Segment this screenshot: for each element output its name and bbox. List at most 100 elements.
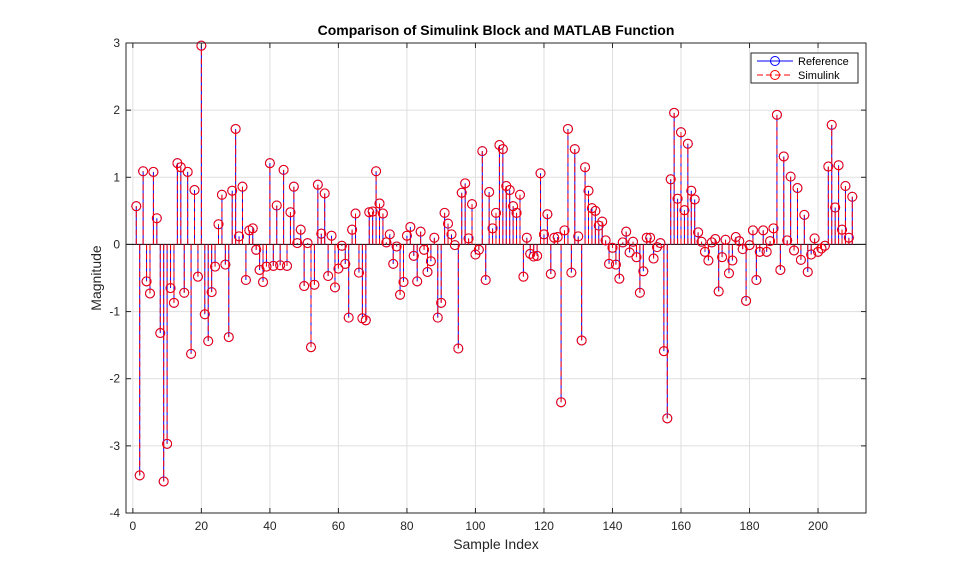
simulink-marker [336, 240, 347, 251]
simulink-marker [251, 244, 262, 255]
simulink-marker [658, 346, 669, 357]
simulink-marker [395, 289, 406, 300]
simulink-marker [131, 201, 142, 212]
simulink-marker [813, 246, 824, 257]
simulink-marker [549, 232, 560, 243]
simulink-marker [538, 229, 549, 240]
simulink-marker [203, 336, 214, 347]
axis-ticks: 0 20 40 60 80 100 120 140 160 180 200 -4 -3 -2 -1 0 1 2 3 [109, 36, 866, 533]
simulink-marker [511, 207, 522, 218]
simulink-marker [192, 271, 203, 282]
simulink-marker [771, 109, 782, 120]
simulink-marker [713, 286, 724, 297]
simulink-marker [693, 227, 704, 238]
simulink-marker [843, 232, 854, 243]
simulink-marker [573, 231, 584, 242]
simulink-marker [463, 233, 474, 244]
y-tick-label: -1 [109, 305, 120, 319]
simulink-marker [590, 205, 601, 216]
simulink-marker [446, 229, 457, 240]
simulink-marker [158, 476, 169, 487]
simulink-marker [316, 228, 327, 239]
simulink-marker [552, 232, 563, 243]
simulink-marker [491, 207, 501, 218]
legend-box [750, 52, 859, 84]
simulink-marker [823, 161, 834, 172]
simulink-marker [275, 260, 286, 271]
simulink-marker [583, 185, 594, 196]
simulink-marker [271, 200, 282, 211]
simulink-marker [789, 245, 800, 256]
simulink-marker [662, 413, 673, 424]
simulink-marker [419, 244, 430, 255]
simulink-marker [826, 119, 837, 130]
simulink-marker [432, 312, 443, 323]
simulink-marker [682, 138, 693, 149]
simulink-marker [604, 258, 615, 269]
x-tick-label: 0 [130, 519, 137, 533]
simulink-marker [388, 258, 399, 269]
simulink-marker [144, 288, 155, 299]
simulink-marker [350, 208, 361, 219]
simulink-marker [326, 230, 337, 241]
simulink-marker [809, 233, 820, 244]
simulink-marker [199, 309, 210, 320]
simulink-marker [648, 253, 659, 264]
simulink-marker [312, 179, 323, 190]
simulink-marker [282, 260, 293, 271]
simulink-marker [559, 225, 570, 236]
simulink-marker [556, 397, 567, 408]
simulink-marker [412, 276, 423, 287]
simulink-marker [617, 237, 628, 248]
simulink-marker [624, 247, 635, 258]
simulink-marker [833, 160, 844, 171]
simulink-marker [610, 259, 621, 270]
simulink-marker [669, 107, 680, 118]
y-tick-label: -2 [109, 372, 120, 386]
x-tick-label: 20 [195, 519, 209, 533]
simulink-marker [689, 194, 700, 205]
simulink-marker [679, 205, 690, 216]
simulink-marker [802, 266, 813, 277]
simulink-marker [210, 261, 221, 272]
simulink-marker [528, 251, 539, 262]
simulink-marker [288, 181, 299, 192]
simulink-marker [723, 268, 734, 279]
simulink-marker [264, 158, 275, 169]
simulink-marker [353, 267, 364, 278]
simulink-marker [216, 189, 227, 200]
simulink-marker [168, 297, 179, 308]
simulink-marker [415, 226, 426, 237]
simulink-marker [569, 144, 580, 155]
simulink-marker [278, 164, 289, 175]
simulink-marker [655, 238, 666, 249]
simulink-marker [240, 275, 251, 286]
simulink-marker [545, 268, 556, 279]
axes-box [125, 42, 867, 514]
simulink-marker [706, 237, 717, 248]
simulink-marker [765, 236, 776, 247]
grid [126, 42, 866, 514]
simulink-marker [799, 209, 810, 220]
simulink-marker [473, 244, 484, 255]
simulink-marker [151, 213, 162, 224]
simulink-marker [247, 223, 258, 234]
simulink-marker [360, 315, 371, 326]
simulink-marker [806, 249, 817, 260]
legend-reference-marker [770, 56, 780, 66]
simulink-marker [542, 209, 553, 220]
simulink-marker [285, 207, 296, 218]
simulink-marker [374, 198, 385, 209]
simulink-marker [576, 335, 587, 346]
simulink-marker [751, 275, 762, 286]
simulink-marker [672, 193, 683, 204]
simulink-marker [778, 151, 789, 162]
simulink-marker [401, 230, 412, 241]
simulink-marker [206, 287, 217, 298]
simulink-marker [607, 242, 618, 253]
simulink-marker [645, 232, 656, 243]
simulink-marker [631, 252, 642, 263]
simulink-marker [785, 171, 796, 182]
simulink-marker [371, 166, 382, 177]
simulink-marker [182, 166, 193, 177]
